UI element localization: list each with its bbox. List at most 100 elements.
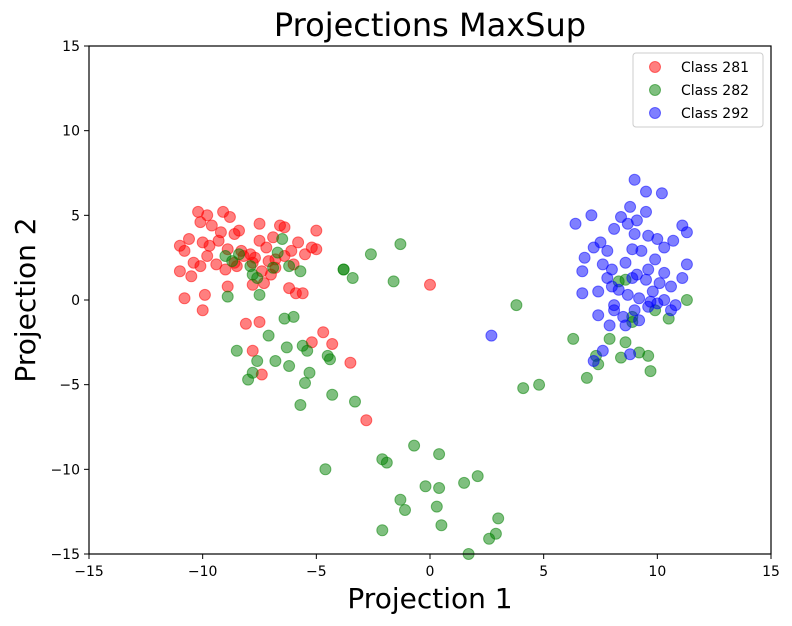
data-point: [633, 314, 646, 327]
data-point: [585, 209, 598, 222]
data-point: [644, 365, 657, 378]
data-point: [251, 355, 264, 367]
data-point: [326, 338, 339, 350]
data-point: [419, 480, 432, 493]
points-layer: [173, 173, 693, 560]
data-point: [430, 500, 443, 513]
data-point: [262, 329, 275, 342]
data-point: [276, 233, 289, 245]
data-point: [399, 504, 411, 516]
data-point: [619, 336, 632, 349]
data-point: [364, 248, 377, 261]
data-point: [646, 285, 659, 298]
data-point: [287, 310, 300, 323]
data-point: [567, 332, 580, 345]
x-tick-label: 5: [539, 564, 548, 580]
data-point: [326, 388, 339, 401]
legend-marker: [649, 107, 661, 119]
data-point: [344, 356, 357, 369]
y-tick-label: 10: [62, 124, 80, 140]
data-point: [324, 353, 336, 366]
data-point: [651, 297, 664, 310]
data-point: [223, 211, 236, 223]
x-tick-label: 0: [426, 564, 435, 580]
data-point: [201, 250, 214, 262]
data-point: [267, 261, 280, 274]
data-point: [246, 268, 259, 281]
data-point: [435, 519, 448, 532]
x-tick-label: 10: [648, 564, 666, 580]
data-point: [221, 290, 234, 303]
data-point: [271, 246, 284, 259]
legend-label: Class 281: [681, 60, 749, 76]
data-point: [408, 439, 421, 452]
data-point: [394, 493, 407, 506]
data-point: [665, 280, 677, 293]
data-point: [185, 270, 198, 283]
data-point: [319, 463, 332, 476]
data-point: [433, 482, 446, 494]
data-point: [349, 395, 361, 408]
data-point: [458, 476, 471, 489]
data-point: [228, 228, 241, 240]
series-1: [173, 205, 436, 427]
data-point: [653, 277, 666, 290]
data-point: [471, 470, 484, 483]
data-point: [655, 187, 668, 200]
data-point: [485, 329, 498, 342]
data-point: [676, 272, 689, 284]
y-tick-label: −5: [59, 378, 80, 394]
data-point: [619, 256, 632, 269]
data-point: [626, 272, 639, 284]
data-point: [587, 241, 600, 254]
data-point: [628, 304, 641, 317]
data-point: [394, 238, 407, 251]
x-tick-label: −5: [306, 564, 327, 580]
data-point: [640, 273, 652, 286]
data-point: [380, 456, 393, 469]
data-point: [642, 263, 655, 276]
data-point: [624, 348, 637, 361]
data-point: [376, 524, 389, 537]
data-point: [667, 234, 680, 247]
data-point: [665, 304, 677, 317]
data-point: [210, 258, 223, 271]
data-point: [576, 265, 589, 278]
data-point: [533, 378, 546, 391]
data-point: [621, 288, 634, 301]
data-point: [628, 173, 641, 186]
data-point: [642, 349, 655, 362]
data-point: [230, 344, 243, 357]
y-axis-label: Projection 2: [9, 217, 42, 382]
data-point: [292, 236, 305, 249]
x-axis: −15 −10 −5 0 5 10 15: [74, 554, 780, 580]
data-point: [424, 278, 436, 291]
data-point: [299, 377, 311, 389]
data-point: [212, 234, 225, 247]
legend-label: Class 282: [681, 83, 749, 99]
y-tick-label: −15: [50, 547, 80, 563]
data-point: [619, 319, 632, 332]
data-point: [633, 292, 646, 305]
data-point: [198, 288, 211, 301]
data-point: [624, 200, 637, 213]
data-point: [601, 244, 614, 257]
y-tick-label: 5: [71, 208, 80, 224]
data-point: [587, 355, 600, 367]
data-point: [592, 309, 605, 322]
data-point: [194, 260, 207, 273]
data-point: [608, 222, 621, 235]
data-point: [517, 382, 530, 395]
data-point: [510, 299, 523, 312]
y-tick-label: 15: [62, 39, 80, 55]
data-point: [578, 251, 591, 264]
data-point: [294, 399, 307, 411]
data-point: [483, 532, 496, 545]
data-point: [580, 371, 593, 384]
data-point: [605, 280, 618, 293]
y-tick-label: −10: [50, 462, 80, 478]
data-point: [246, 344, 259, 357]
data-point: [658, 266, 671, 279]
data-point: [680, 294, 693, 306]
